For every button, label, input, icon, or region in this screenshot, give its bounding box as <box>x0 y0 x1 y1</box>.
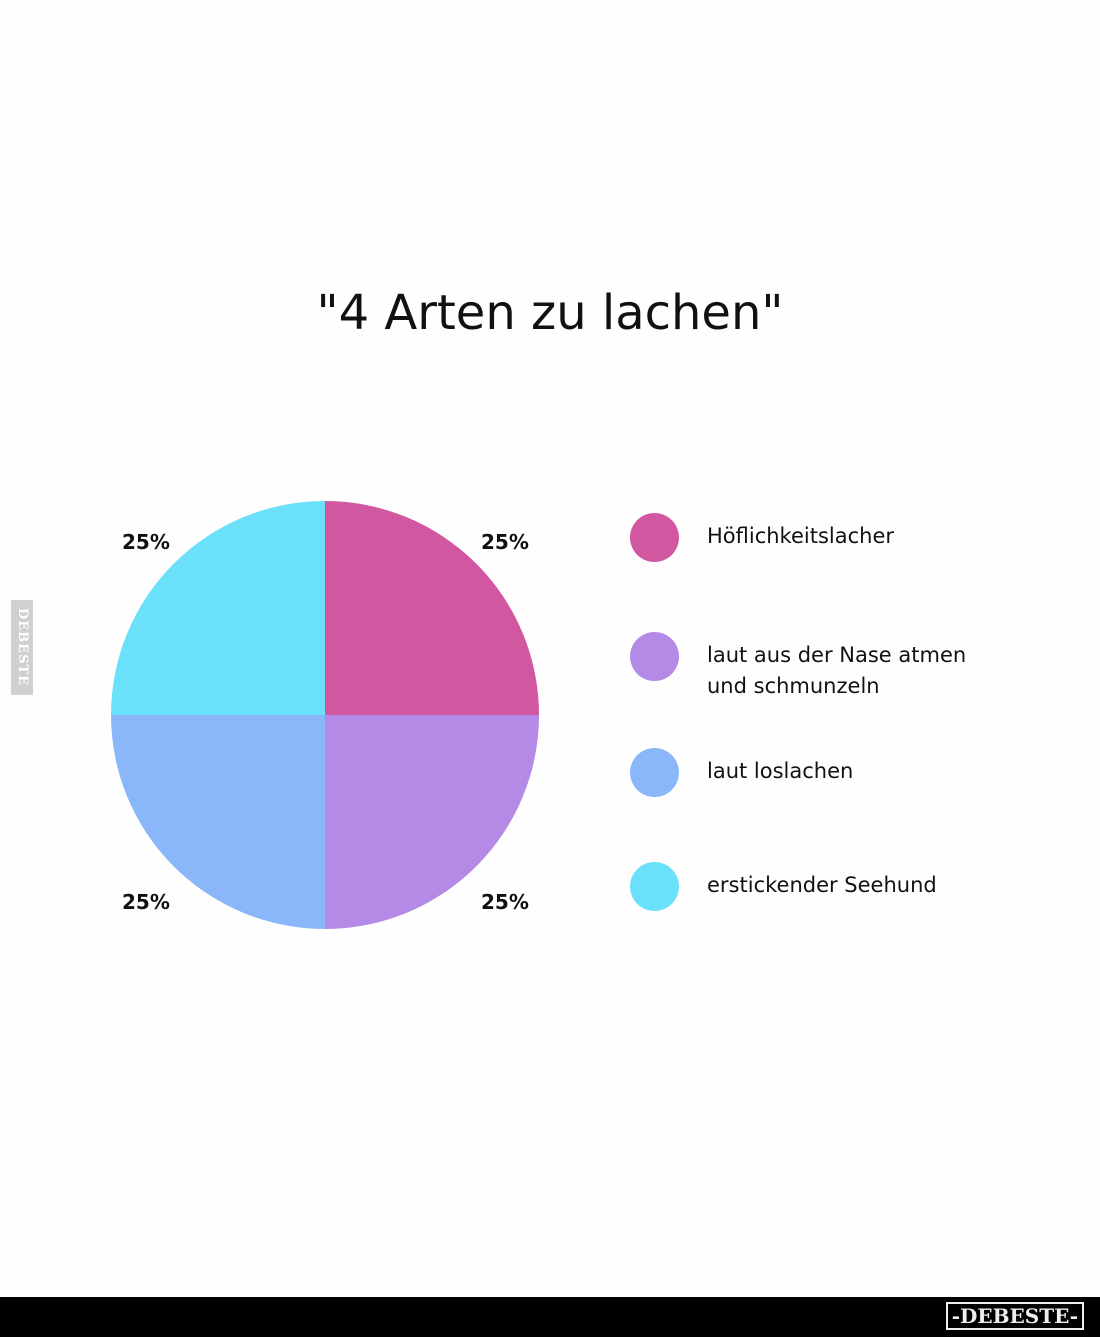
data-label-nase-atmen: 25% <box>481 890 529 914</box>
legend-item: laut loslachen <box>630 748 1007 797</box>
footer-bar: -DEBESTE- <box>0 1297 1100 1337</box>
pie-slice-3 <box>111 715 325 929</box>
legend-item: Höflichkeitslacher <box>630 513 1007 562</box>
legend-swatch <box>630 632 679 681</box>
legend-swatch <box>630 862 679 911</box>
legend-swatch <box>630 513 679 562</box>
legend-label: laut loslachen <box>707 759 854 783</box>
data-label-erstickender-seehund: 25% <box>122 530 170 554</box>
pie-slice-4 <box>111 501 325 715</box>
side-watermark: DEBESTE <box>11 600 33 695</box>
data-label-laut-loslachen: 25% <box>122 890 170 914</box>
legend-item: laut aus der Nase atmen und schmunzeln <box>630 632 997 702</box>
legend-label: laut aus der Nase atmen und schmunzeln <box>707 643 967 698</box>
pie-slice-1 <box>325 501 539 715</box>
legend-label: Höflichkeitslacher <box>707 524 895 548</box>
chart-title: "4 Arten zu lachen" <box>316 285 784 341</box>
legend-label: erstickender Seehund <box>707 873 937 897</box>
data-label-hoeflichkeitslacher: 25% <box>481 530 529 554</box>
legend-item: erstickender Seehund <box>630 862 1007 911</box>
debeste-logo: -DEBESTE- <box>945 1302 1084 1330</box>
pie-slice-2 <box>325 715 539 929</box>
legend-swatch <box>630 748 679 797</box>
